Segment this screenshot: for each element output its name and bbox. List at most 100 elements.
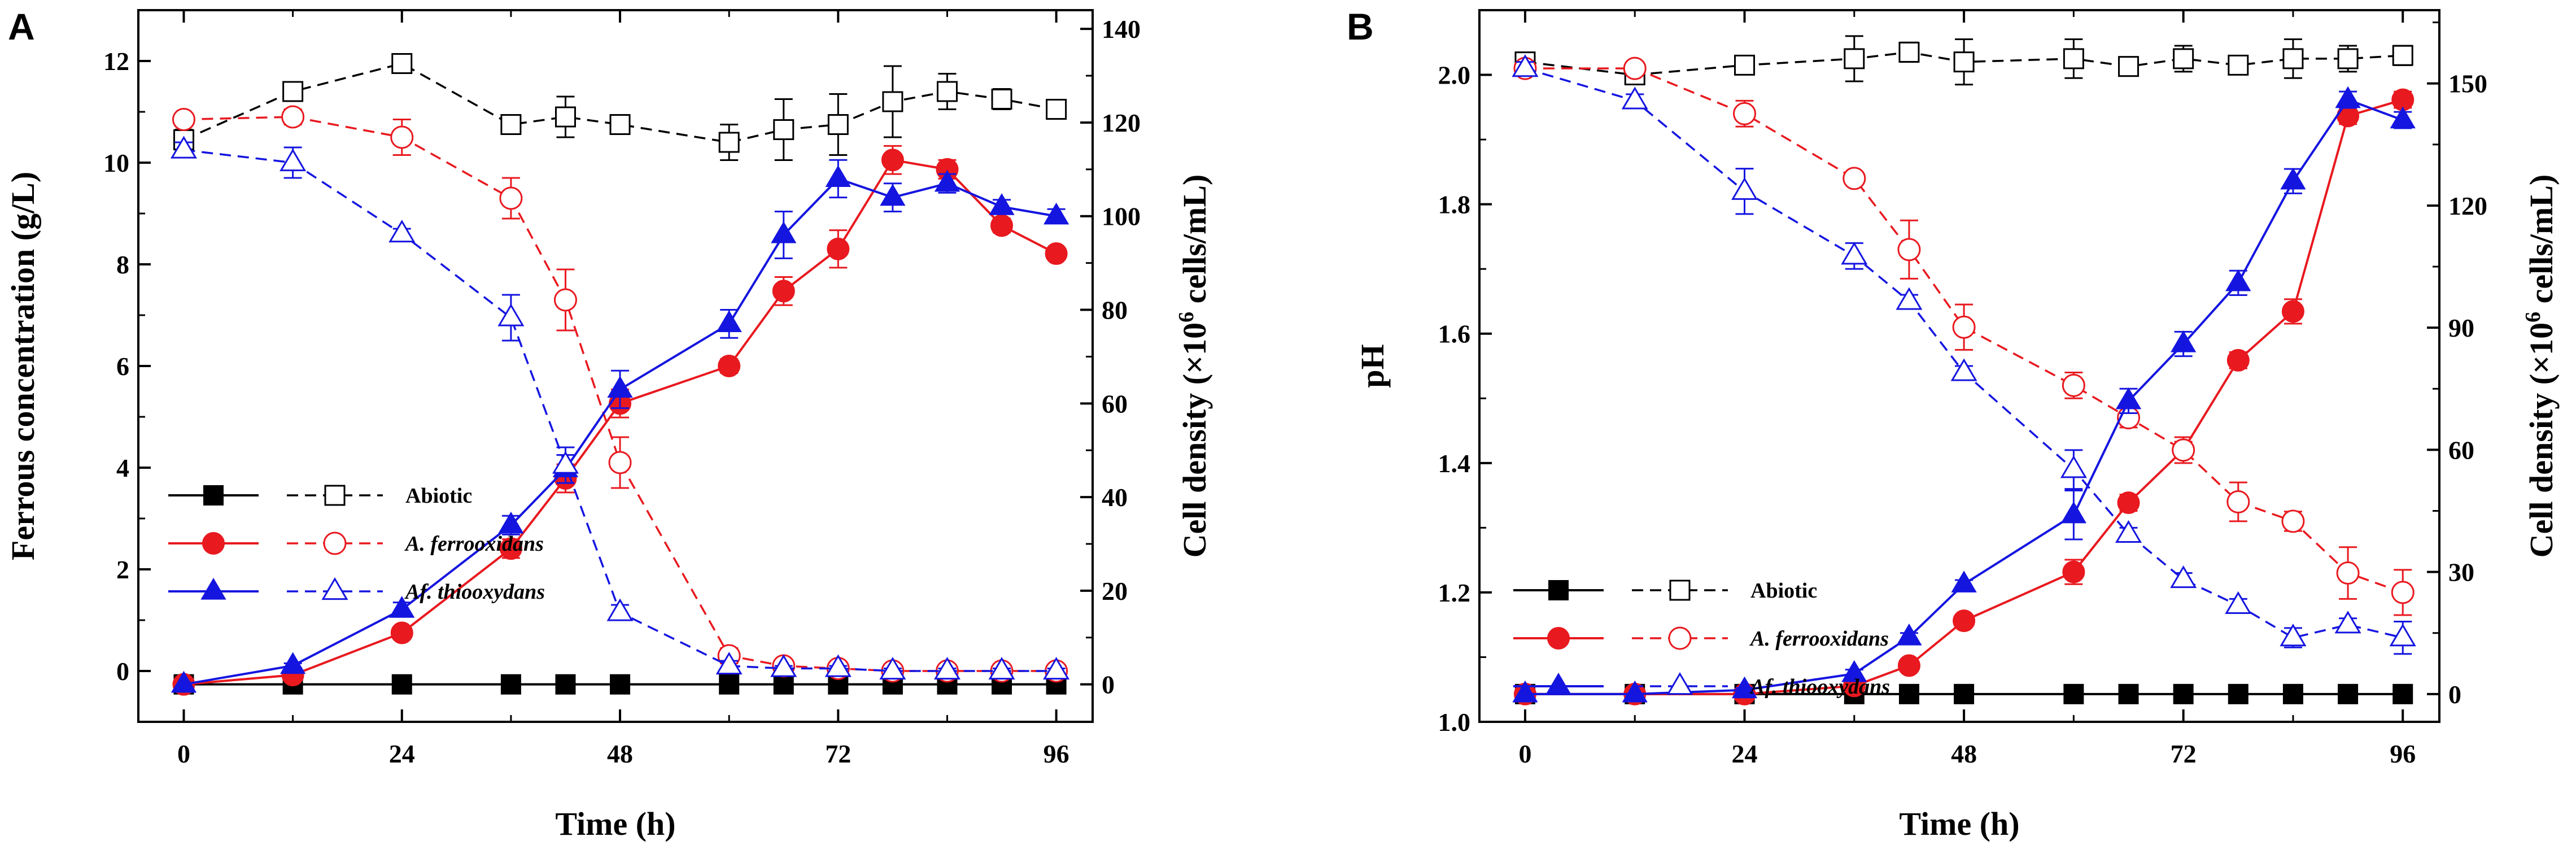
y-right-axis-title: Cell density (×106 cells/mL) — [2521, 175, 2560, 558]
legend-label: Af. thiooxydans — [1749, 675, 1890, 699]
data-point — [1733, 102, 1757, 125]
data-point — [391, 674, 412, 695]
y-left-tick-label: 12 — [103, 47, 129, 76]
data-point — [715, 652, 743, 675]
data-point — [555, 674, 576, 695]
x-tick-label: 24 — [389, 739, 415, 768]
data-point — [1897, 654, 1920, 677]
y-right-title-part: Cell density (×10 — [2523, 323, 2560, 557]
legend-entry-abiotic: Abiotic — [1513, 579, 1817, 603]
data-point — [825, 165, 851, 188]
y-right-axis-title: Cell density (×106 cells/mL) — [1175, 175, 1213, 558]
data-point — [2228, 54, 2249, 76]
data-point — [2390, 106, 2416, 129]
plot-frame — [1478, 9, 2440, 723]
y-right-tick-label: 80 — [1102, 296, 1128, 325]
data-point — [990, 214, 1014, 237]
data-point — [882, 91, 903, 112]
series-abiotic-fe2 — [173, 53, 1067, 161]
y-left-tick-label: 1.0 — [1438, 708, 1471, 737]
data-point — [390, 621, 413, 644]
y-left-tick-label: 2 — [116, 555, 129, 584]
y-right-title-superscript: 6 — [2521, 312, 2545, 323]
data-point — [1841, 660, 1867, 682]
legend-marker-filled — [1547, 627, 1570, 650]
y-right-tick-label: 120 — [1102, 108, 1141, 137]
data-point — [718, 355, 741, 377]
data-point — [2280, 167, 2306, 190]
data-point — [771, 221, 797, 243]
data-point — [773, 119, 794, 140]
data-point — [2391, 581, 2415, 604]
data-point — [2338, 683, 2359, 704]
data-point — [936, 81, 958, 102]
legend-marker-filled — [1545, 673, 1571, 695]
data-point — [1843, 167, 1866, 190]
data-point — [824, 654, 852, 677]
data-point — [1896, 623, 1922, 646]
data-point — [1898, 683, 1919, 704]
data-point — [988, 657, 1015, 680]
x-tick-label: 72 — [2171, 739, 2197, 768]
data-point — [280, 652, 306, 674]
data-point — [388, 220, 416, 243]
data-point — [171, 670, 197, 693]
legend-marker-filled — [203, 485, 224, 506]
data-point — [2063, 48, 2084, 69]
data-point — [2225, 269, 2251, 291]
y-left-tick-label: 1.8 — [1438, 190, 1471, 219]
y-right-title-part: cells/mL) — [1176, 175, 1213, 312]
series-af-thiooxydans-ph — [1512, 54, 2416, 655]
panel-letter: A — [8, 6, 35, 47]
panel-letter: B — [1347, 6, 1374, 47]
data-point — [1621, 86, 1648, 110]
y-left-tick-label: 6 — [116, 352, 129, 381]
data-point — [2334, 611, 2361, 634]
y-right-tick-label: 30 — [2448, 558, 2474, 587]
legend-marker-filled — [202, 532, 225, 555]
data-point — [2228, 683, 2248, 704]
data-point — [1046, 99, 1067, 120]
data-point — [500, 674, 521, 695]
data-point — [499, 537, 522, 560]
data-point — [500, 114, 522, 135]
data-point — [2226, 490, 2250, 514]
x-tick-label: 96 — [2390, 739, 2416, 768]
legend-entry-af-thiooxydans: Af. thiooxydans — [168, 577, 545, 604]
x-axis-title: Time (h) — [1899, 805, 2019, 842]
legend-entry-a-ferrooxidans: A. ferrooxidans — [1513, 626, 1889, 651]
data-point — [281, 105, 305, 129]
data-point — [609, 114, 631, 135]
data-point — [2392, 683, 2413, 704]
data-point — [1898, 41, 1920, 63]
data-point — [827, 114, 849, 135]
data-point — [2062, 560, 2085, 583]
data-point — [716, 310, 742, 333]
series-af-thiooxydans-fe2 — [170, 136, 1070, 680]
x-axis-title: Time (h) — [555, 805, 675, 842]
y-left-tick-label: 10 — [103, 149, 129, 177]
data-point — [2389, 624, 2416, 647]
y-right-tick-label: 150 — [2448, 69, 2487, 98]
data-point — [1043, 202, 1069, 225]
data-point — [2118, 683, 2139, 704]
legend-marker-filled — [1548, 580, 1569, 600]
y-left-axis-title: Ferrous concentration (g/L) — [5, 172, 41, 560]
data-point — [555, 106, 576, 128]
data-point — [1952, 315, 1976, 339]
legend-entry-abiotic: Abiotic — [168, 484, 472, 508]
data-point — [498, 511, 524, 534]
data-point — [2392, 45, 2413, 66]
data-point — [2060, 501, 2087, 524]
data-point — [1512, 54, 1539, 77]
series-af-thiooxydans — [1512, 86, 2416, 703]
legend: Abiotic A. ferrooxidans Af. thiooxydans — [1513, 579, 1890, 699]
data-point — [1896, 287, 1923, 310]
data-point — [2062, 373, 2085, 397]
data-point — [1953, 51, 1975, 73]
data-point — [2170, 565, 2197, 589]
data-point — [1841, 242, 1868, 265]
data-point — [934, 169, 960, 192]
y-left-tick-label: 1.4 — [1438, 449, 1471, 478]
data-point — [2173, 48, 2194, 69]
